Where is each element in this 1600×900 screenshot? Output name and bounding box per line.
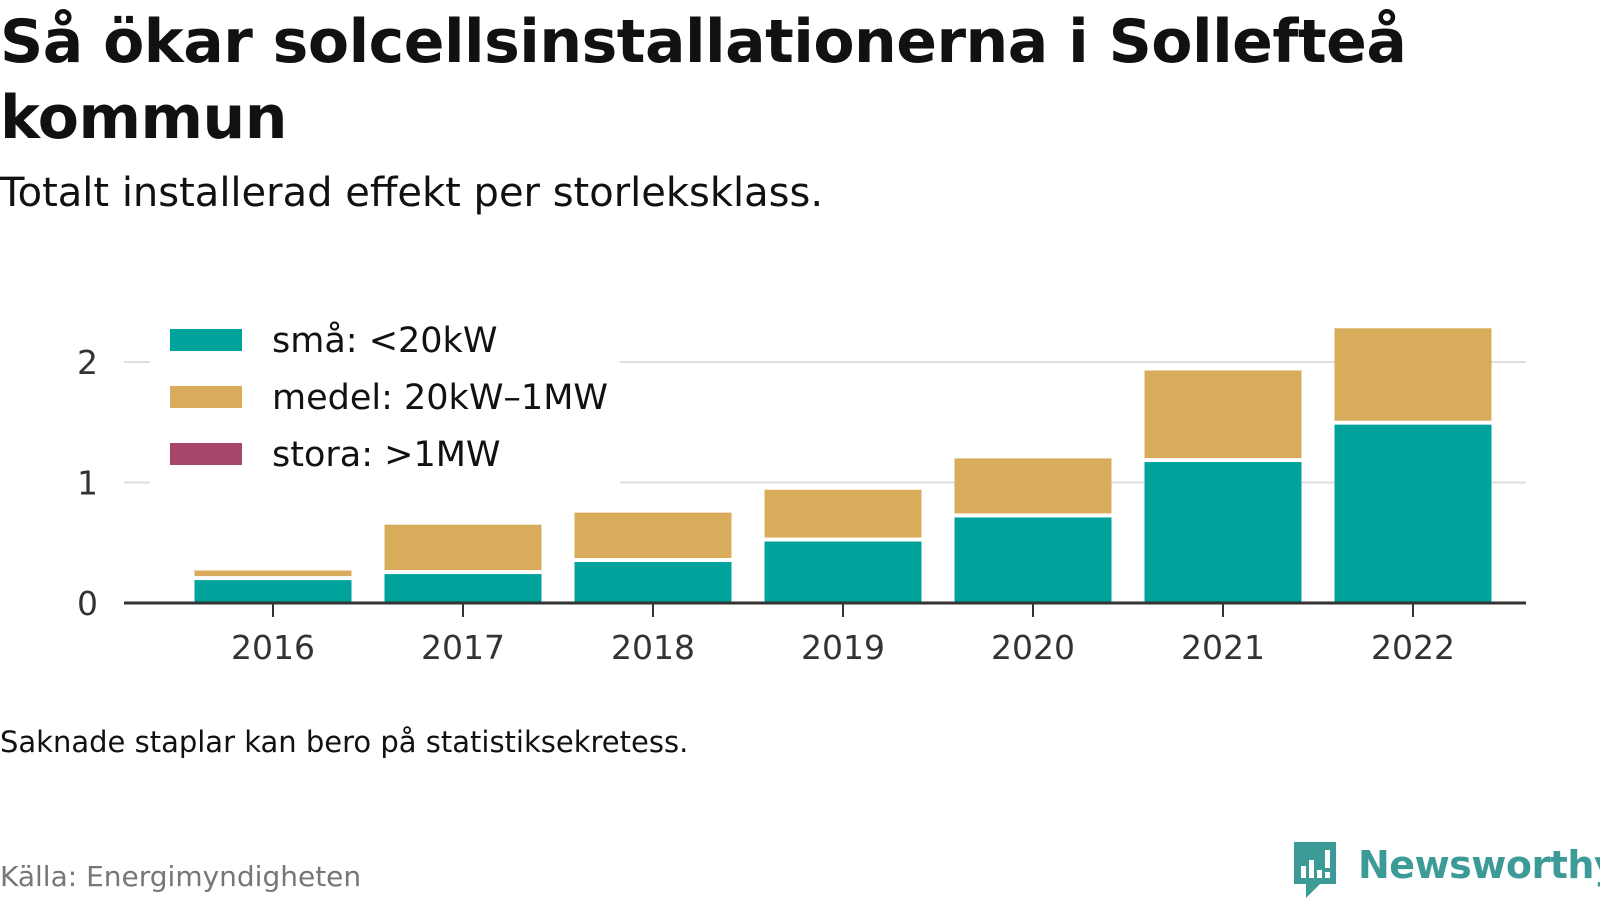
bar-segment xyxy=(574,562,732,603)
y-tick-label: 0 xyxy=(77,584,98,623)
bar-segment xyxy=(1144,370,1302,459)
y-tick-label: 2 xyxy=(77,343,98,382)
bar-segment xyxy=(574,512,732,559)
bar-segment xyxy=(384,524,542,571)
source-credit: Källa: Energimyndigheten xyxy=(0,860,362,893)
bar-segment xyxy=(384,574,542,603)
bar-segment xyxy=(954,517,1112,603)
legend-swatch xyxy=(170,386,242,408)
chart-title: Så ökar solcellsinstallationerna i Solle… xyxy=(0,7,1407,153)
footnote: Saknade staplar kan bero på statistiksek… xyxy=(0,725,689,759)
chart: 0 1 2 2016 2017 2018 2019 2020 2021 2022 små: <20… xyxy=(77,320,1526,667)
x-tick-label: 2017 xyxy=(421,628,505,667)
legend-swatch xyxy=(170,443,242,465)
bar-segment xyxy=(1334,424,1492,603)
bar-segment xyxy=(194,580,352,603)
x-tick-label: 2022 xyxy=(1371,628,1455,667)
x-tick-label: 2018 xyxy=(611,628,695,667)
chart-subtitle: Totalt installerad effekt per storlekskl… xyxy=(0,170,824,216)
brand-name: Newsworthy xyxy=(1358,843,1600,887)
bar-segment xyxy=(194,570,352,577)
y-tick-label: 1 xyxy=(77,464,98,503)
bars xyxy=(194,328,1492,603)
newsworthy-logo-icon xyxy=(1294,842,1336,898)
legend-label: små: <20kW xyxy=(272,320,497,361)
legend-swatch xyxy=(170,329,242,351)
x-tick-label: 2019 xyxy=(801,628,885,667)
legend-label: medel: 20kW–1MW xyxy=(272,378,608,418)
brand-logo[interactable]: Newsworthy xyxy=(1290,840,1600,900)
legend-label: stora: >1MW xyxy=(272,435,501,475)
bar-segment xyxy=(764,489,922,538)
bar-segment xyxy=(764,541,922,603)
bar-segment xyxy=(1144,462,1302,603)
bar-segment xyxy=(1334,328,1492,421)
x-tick-label: 2020 xyxy=(991,628,1075,667)
bar-segment xyxy=(954,458,1112,514)
x-axis: 0 1 2 2016 2017 2018 2019 2020 2021 2022 xyxy=(77,343,1526,667)
legend: små: <20kW medel: 20kW–1MW stora: >1MW xyxy=(150,320,620,490)
x-tick-label: 2021 xyxy=(1181,628,1265,667)
x-tick-label: 2016 xyxy=(231,628,315,667)
